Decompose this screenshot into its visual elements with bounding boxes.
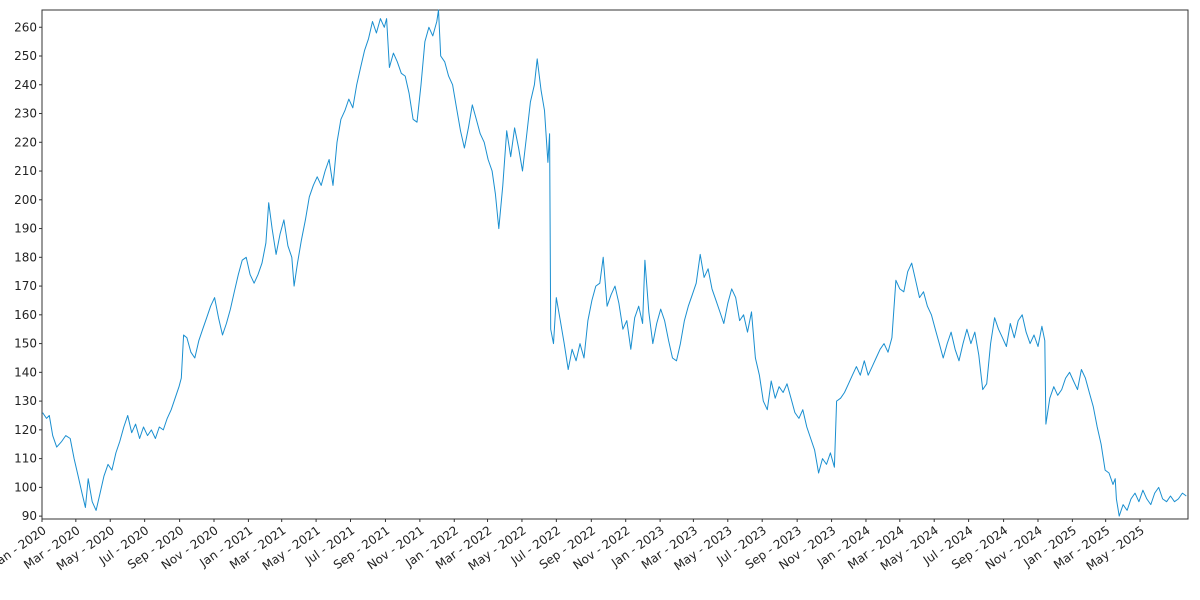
y-tick-label: 240	[14, 78, 37, 92]
y-tick-label: 110	[14, 452, 37, 466]
y-tick-label: 190	[14, 222, 37, 236]
y-tick-label: 120	[14, 423, 37, 437]
y-axis: 90 100 110 120 130 140 150 160 170 180 190 200 210 22…	[14, 20, 42, 523]
series-layer	[42, 9, 1187, 517]
y-tick-label: 200	[14, 193, 37, 207]
y-tick-label: 250	[14, 49, 37, 63]
y-tick-label: 90	[22, 509, 37, 523]
y-tick-label: 170	[14, 279, 37, 293]
y-tick-label: 140	[14, 365, 37, 379]
plot-frame	[41, 9, 1189, 520]
plot-area	[41, 9, 1189, 520]
y-tick-label: 100	[14, 480, 37, 494]
price-series-line	[42, 9, 1187, 517]
y-tick-label: 220	[14, 135, 37, 149]
y-tick-label: 160	[14, 308, 37, 322]
y-tick-label: 130	[14, 394, 37, 408]
y-tick-label: 150	[14, 337, 37, 351]
y-tick-label: 260	[14, 20, 37, 34]
y-tick-label: 230	[14, 107, 37, 121]
y-tick-label: 210	[14, 164, 37, 178]
y-tick-label: 180	[14, 250, 37, 264]
